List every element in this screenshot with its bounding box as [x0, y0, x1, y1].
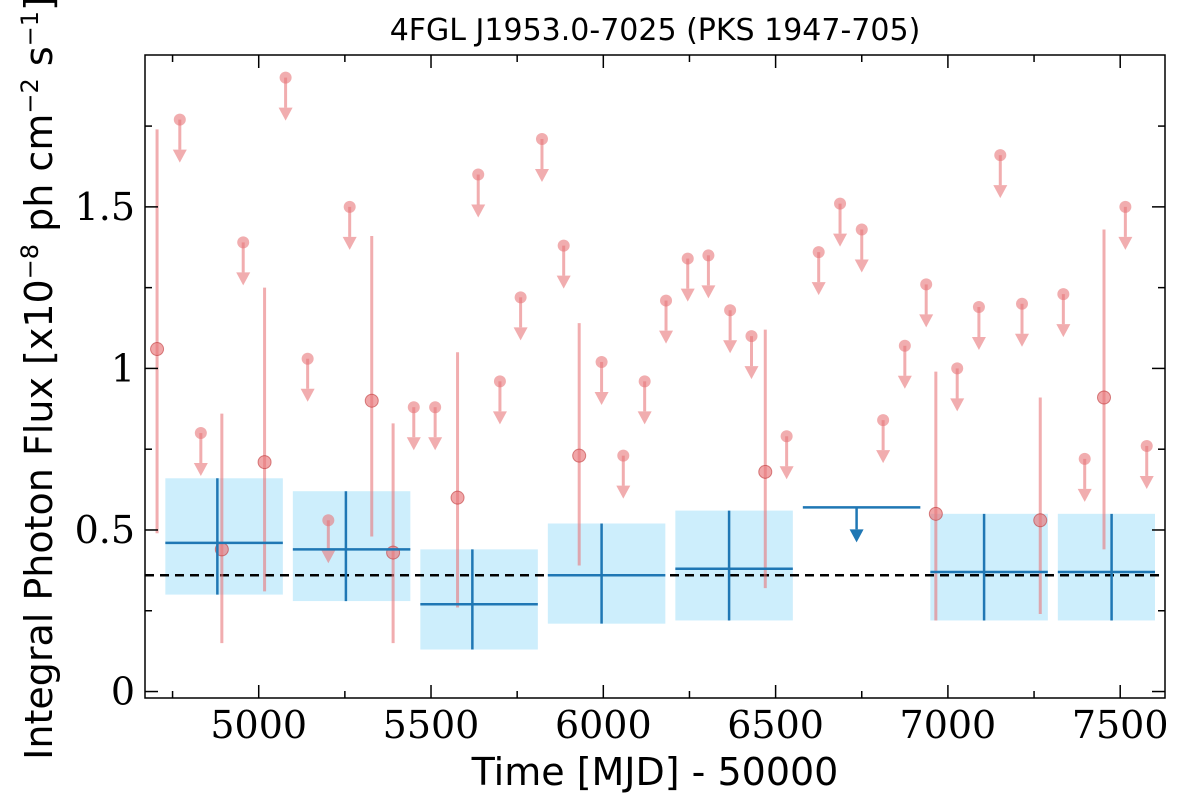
- upper-limit-arrow: [1139, 475, 1154, 489]
- upper-limit-arrow: [278, 107, 293, 121]
- upper-limit-arrow: [492, 411, 507, 425]
- detection-point: [1033, 513, 1048, 528]
- upper-limit-arrow: [993, 185, 1008, 199]
- upper-limit-arrow: [971, 337, 986, 351]
- upper-limit-arrow: [428, 437, 443, 451]
- upper-limit-arrow: [534, 169, 549, 183]
- upper-limit-arrow: [406, 437, 421, 451]
- chart-title: 4FGL J1953.0-7025 (PKS 1947-705): [390, 13, 921, 48]
- upper-limit-arrow: [876, 450, 891, 464]
- upper-limit-arrow: [811, 282, 826, 296]
- uncertainty-band: [547, 523, 666, 624]
- uncertainty-band: [1057, 513, 1155, 621]
- upper-limit-arrow: [513, 327, 528, 341]
- upper-limit-arrow: [1077, 488, 1092, 502]
- x-axis-label: Time [MJD] - 50000: [471, 750, 839, 794]
- x-tick-label: 7000: [900, 703, 997, 747]
- uncertainty-band: [420, 549, 538, 650]
- upper-limit-arrow: [300, 388, 315, 402]
- x-tick-label: 6000: [555, 703, 652, 747]
- upper-limit-arrow: [779, 466, 794, 480]
- upper-limit-arrow: [1014, 333, 1029, 347]
- upper-limit-arrow: [471, 204, 486, 218]
- long-bin-flux-points: [165, 478, 1155, 650]
- upper-limit-arrow: [854, 259, 869, 273]
- upper-limit-arrow: [594, 391, 609, 405]
- plot-frame: [144, 54, 1166, 699]
- upper-limit-arrow: [342, 236, 357, 250]
- upper-limit-arrow: [950, 398, 965, 412]
- y-tick-label: 0: [111, 670, 135, 714]
- detection-point: [572, 448, 587, 463]
- upper-limit-arrow: [680, 288, 695, 302]
- detection-point: [928, 506, 943, 521]
- upper-limit-arrow: [321, 550, 336, 564]
- upper-limit-arrow: [1056, 324, 1071, 338]
- detection-point: [364, 393, 379, 408]
- short-bin-upper-limits: [172, 71, 1154, 564]
- upper-limit-arrow: [1118, 236, 1133, 250]
- detection-point: [386, 545, 401, 560]
- detection-point: [150, 342, 165, 357]
- axis-ticks: 5000 5500 6000 6500 7000 7500 0 0.5 1 1.5: [75, 55, 1169, 747]
- y-tick-label: 1.5: [75, 185, 135, 229]
- y-tick-label: 1: [111, 346, 135, 390]
- upper-limit-arrow: [723, 340, 738, 354]
- upper-limit-arrow: [744, 366, 759, 380]
- x-tick-label: 5500: [383, 703, 480, 747]
- detection-point: [257, 455, 272, 470]
- upper-limit-arrow: [919, 314, 934, 328]
- long-bin-upper-limit-arrow: [849, 529, 864, 543]
- upper-limit-arrow: [833, 233, 848, 247]
- y-axis-label: Integral Photon Flux [x10−8 ph cm−2 s−1]: [16, 0, 61, 760]
- x-tick-label: 7500: [1072, 703, 1169, 747]
- y-tick-label: 0.5: [75, 508, 135, 552]
- x-tick-label: 5000: [210, 703, 307, 747]
- uncertainty-band: [930, 513, 1048, 621]
- upper-limit-arrow: [236, 272, 251, 286]
- upper-limit-arrow: [897, 375, 912, 389]
- x-tick-label: 6500: [727, 703, 824, 747]
- upper-limit-arrow: [193, 463, 208, 477]
- upper-limit-arrow: [616, 485, 631, 499]
- long-bin-uncertainty-bands: [165, 478, 1155, 650]
- upper-limit-arrow: [701, 285, 716, 299]
- detection-point: [758, 464, 773, 479]
- upper-limit-arrow: [556, 275, 571, 289]
- upper-limit-arrow: [637, 411, 652, 425]
- upper-limit-arrow: [659, 330, 674, 344]
- detection-point: [450, 490, 465, 505]
- upper-limit-arrow: [172, 149, 187, 163]
- detection-point: [1097, 390, 1112, 405]
- uncertainty-band: [675, 510, 793, 621]
